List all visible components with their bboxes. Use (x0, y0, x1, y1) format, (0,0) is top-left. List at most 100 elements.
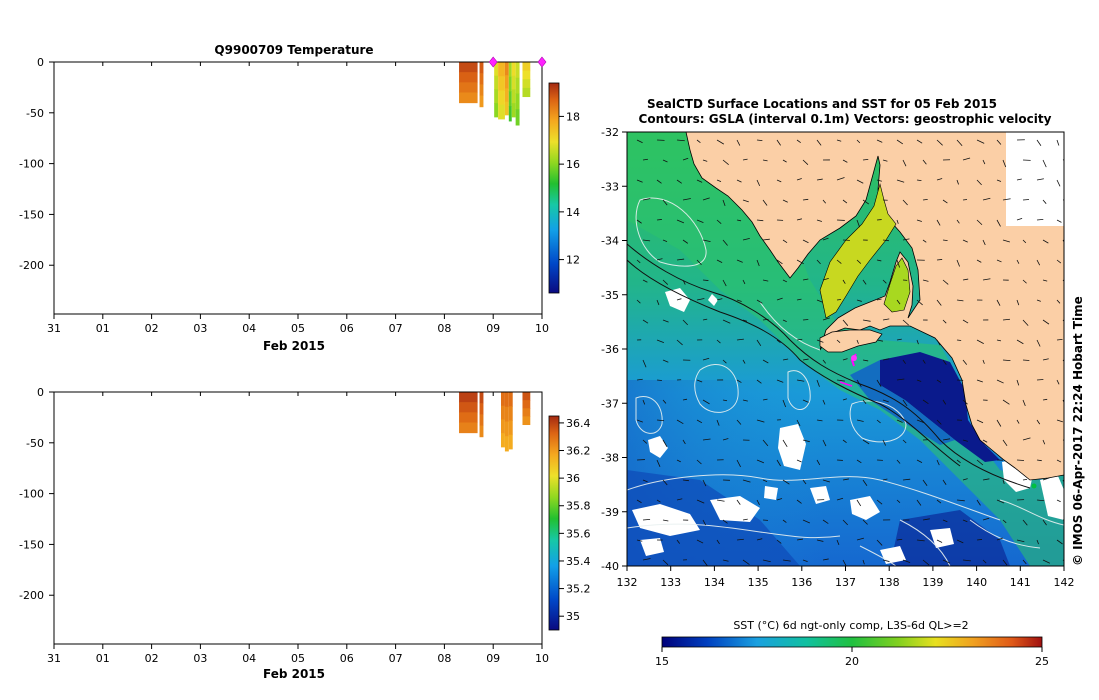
velocity-vector (1042, 199, 1047, 204)
velocity-vector (782, 399, 787, 408)
velocity-vector (662, 239, 668, 243)
x-tick-label: 03 (193, 652, 207, 665)
velocity-vector (802, 358, 809, 361)
velocity-vector (822, 359, 827, 364)
velocity-vector (902, 319, 909, 326)
velocity-vector (956, 539, 964, 544)
velocity-vector (982, 478, 990, 481)
velocity-vector (902, 359, 906, 364)
velocity-vector (896, 219, 899, 224)
y-tick-label: -150 (19, 538, 44, 551)
velocity-vector (962, 359, 968, 365)
temperature-profile-cell (479, 84, 484, 97)
velocity-vector (736, 139, 741, 146)
velocity-vector (756, 499, 760, 505)
velocity-vector (1016, 299, 1020, 306)
velocity-vector (1022, 519, 1028, 526)
temperature-profile-cell (508, 76, 512, 92)
velocity-vector (756, 538, 763, 541)
velocity-vector (1036, 299, 1041, 302)
velocity-vector (1036, 539, 1039, 545)
sst-colorbar-tick-label: 20 (845, 655, 859, 668)
velocity-vector (1022, 559, 1027, 565)
velocity-vector (922, 559, 930, 566)
velocity-vector (822, 558, 829, 561)
velocity-vector (796, 459, 802, 463)
velocity-vector (762, 559, 771, 563)
velocity-vector (862, 359, 869, 362)
velocity-vector (922, 518, 930, 521)
salinity-profile-cell (508, 406, 513, 421)
lon-tick-label: 141 (1010, 576, 1031, 589)
velocity-vector (902, 439, 907, 444)
velocity-vector (896, 538, 903, 541)
velocity-vector (1042, 398, 1048, 401)
velocity-vector (702, 159, 708, 162)
velocity-vector (996, 499, 1005, 504)
velocity-vector (696, 219, 704, 224)
velocity-vector (1036, 379, 1044, 381)
velocity-vector (1022, 199, 1030, 201)
salinity-profile-cell (522, 416, 531, 426)
velocity-vector (816, 339, 824, 343)
velocity-vector (942, 399, 947, 405)
velocity-vector (802, 439, 810, 443)
sst-colorbar-tick-label: 25 (1035, 655, 1049, 668)
velocity-vectors (636, 139, 1064, 566)
velocity-vector (962, 519, 968, 523)
temperature-profile-cell (459, 82, 478, 93)
velocity-vector (862, 158, 869, 161)
velocity-vector (996, 379, 1004, 384)
velocity-vector (996, 419, 1002, 427)
velocity-vector (702, 438, 711, 441)
velocity-vector (916, 339, 919, 345)
sst-colorbar-tick-label: 15 (655, 655, 669, 668)
velocity-vector (856, 419, 864, 422)
velocity-vector (782, 479, 790, 485)
salinity-panel: 0-50-100-150-200 31 01 02 03 04 05 06 07 08 09 10 … (19, 386, 590, 681)
velocity-vector (656, 499, 661, 503)
lon-tick-label: 139 (922, 576, 943, 589)
velocity-vector (856, 499, 862, 507)
velocity-vector (1002, 399, 1010, 405)
velocity-vector (1002, 439, 1008, 447)
velocity-vector (802, 159, 809, 166)
velocity-vector (816, 459, 821, 466)
velocity-vector (976, 499, 981, 506)
temperature-profile-cell (515, 77, 520, 94)
velocity-vector (862, 439, 870, 445)
velocity-vector (722, 438, 729, 441)
velocity-vector (1056, 179, 1061, 187)
velocity-vector (842, 199, 848, 204)
shelf-break-lines (627, 243, 1031, 489)
velocity-vector (1036, 178, 1044, 181)
velocity-vector (962, 439, 968, 442)
velocity-vector (802, 198, 809, 201)
colorbar-tick-label: 36 (566, 472, 580, 485)
velocity-vector (996, 339, 1002, 342)
velocity-vector (1062, 479, 1064, 483)
temperature-profile-cell (511, 75, 516, 90)
y-tick-label: -100 (19, 488, 44, 501)
y-tick-label: -50 (26, 437, 44, 450)
velocity-vector (816, 299, 823, 303)
velocity-vector (796, 379, 805, 382)
velocity-vector (982, 239, 986, 246)
velocity-vector (762, 238, 770, 241)
salinity-profile-cell (479, 392, 484, 404)
x-tick-label: 04 (242, 322, 256, 335)
velocity-vector (776, 539, 782, 544)
velocity-vector (876, 379, 882, 387)
velocity-vector (882, 399, 889, 403)
gsla-contours (627, 197, 1064, 566)
temperature-profile-cell (504, 75, 509, 89)
velocity-vector (816, 259, 821, 265)
velocity-vector (662, 399, 667, 404)
lat-tick-label: -34 (601, 235, 619, 248)
velocity-vector (916, 179, 922, 182)
velocity-vector (876, 298, 882, 301)
velocity-vector (896, 259, 900, 268)
velocity-vector (962, 199, 968, 201)
velocity-vector (836, 139, 842, 142)
velocity-vector (636, 378, 643, 381)
